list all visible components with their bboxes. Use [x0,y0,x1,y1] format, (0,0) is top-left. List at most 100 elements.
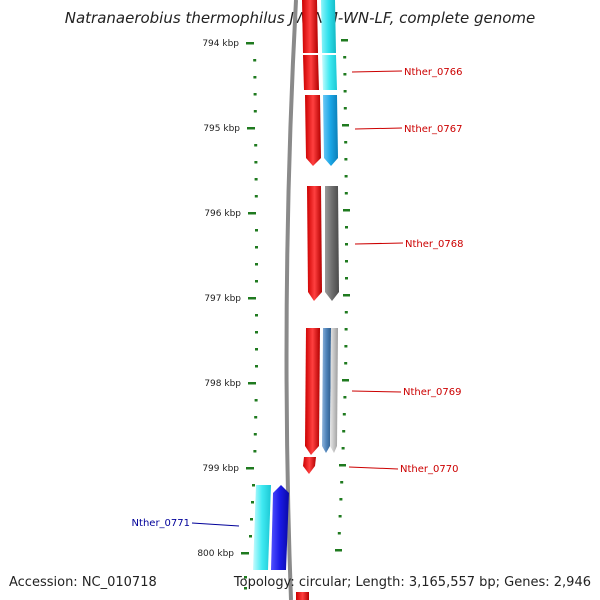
major-tick-left [248,212,256,215]
major-tick-right [342,124,349,127]
topology-summary: Topology: circular; Length: 3,165,557 bp… [233,575,591,590]
gene-label-nther-0766[interactable]: Nther_0766 [404,67,462,78]
gene-leader-line [348,466,399,470]
minor-tick-left [253,110,257,113]
major-tick-left [248,297,256,300]
minor-tick-left [253,433,257,436]
gene-label-nther-0768[interactable]: Nther_0768 [405,239,463,250]
forward-gene-arrow-nther-0768 [307,186,322,301]
major-tick-right [342,379,349,382]
genome-backbone [284,0,298,600]
minor-tick-right [343,396,347,399]
minor-tick-left [253,76,257,79]
minor-tick-left [254,399,258,402]
minor-tick-right [344,192,348,195]
minor-tick-right [345,260,348,263]
gene-leader-line [354,242,404,245]
minor-tick-right [345,243,348,246]
minor-tick-left [254,178,258,181]
gene-label-nther-0771[interactable]: Nther_0771 [132,518,190,529]
cds-nther-0769-partner [330,328,338,453]
minor-tick-left [255,280,258,283]
reverse-gene-nther-0771-product [271,485,289,570]
minor-tick-right [339,498,343,501]
scale-tick-label: 800 kbp [197,549,234,559]
scale-tick-label: 797 kbp [204,294,241,304]
minor-tick-right [337,532,341,535]
scale-tick-label: 795 kbp [203,124,240,134]
minor-tick-right [343,107,347,110]
major-tick-left [247,127,255,130]
major-tick-left [246,42,254,45]
minor-tick-left [253,450,257,453]
forward-gene-arrow-nther-0767 [305,95,321,166]
minor-tick-left [255,314,258,317]
minor-tick-right [344,158,348,161]
minor-tick-right [343,56,347,59]
minor-tick-left [253,93,257,96]
minor-tick-left [255,263,258,266]
major-tick-left [248,382,256,385]
minor-tick-right [344,328,348,331]
scale-tick-label: 794 kbp [202,39,239,49]
forward-gene-arrow-nther-0770 [303,457,316,474]
minor-tick-right [344,175,348,178]
minor-tick-left [255,246,258,249]
map-title: Natranaerobius thermophilus JW/NM-WN-LF,… [64,9,536,27]
gene-label-nther-0769[interactable]: Nther_0769 [403,387,461,398]
reverse-gene-nther-0771 [253,485,271,570]
accession-text: Accession: NC_010718 [9,575,157,590]
minor-tick-right [344,311,348,314]
minor-tick-left [252,484,255,487]
cds-nther-0766 [322,55,337,90]
minor-tick-left [253,59,257,62]
scale-ticks: 794 kbp 795 kbp 796 kbp 797 kbp 798 kbp 799 k… [197,39,350,590]
minor-tick-right [344,345,348,348]
forward-gene-bar-2 [303,55,319,90]
major-tick-right [339,464,346,467]
minor-tick-right [345,277,348,280]
minor-tick-right [342,413,346,416]
minor-tick-left [254,144,258,147]
cds-nther-0766-top [321,0,336,53]
gene-leader-line [351,390,402,393]
gene-labels: Nther_0766 Nther_0767 Nther_0768 Nther_0769… [132,67,464,529]
minor-tick-left [254,416,258,419]
minor-tick-right [344,362,348,365]
scale-tick-label: 799 kbp [202,464,239,474]
minor-tick-left [244,576,247,579]
minor-tick-left [244,587,247,590]
cds-nther-0767 [323,95,338,166]
scale-tick-label: 798 kbp [204,379,241,389]
minor-tick-right [344,141,348,144]
minor-tick-left [251,501,254,504]
cds-nther-0769 [322,328,331,453]
major-tick-left [246,467,254,470]
minor-tick-left [254,161,258,164]
gene-leader-line [191,522,240,527]
minor-tick-right [343,90,347,93]
scale-tick-label: 796 kbp [204,209,241,219]
minor-tick-right [343,73,347,76]
major-tick-right [335,549,342,552]
gene-leader-line [351,70,403,73]
forward-gene-bar-1 [302,0,318,53]
minor-tick-left [255,229,258,232]
minor-tick-right [338,515,342,518]
minor-tick-right [341,447,345,450]
forward-gene-bar-bottom [296,592,309,600]
minor-tick-left [250,518,253,521]
gene-label-nther-0767[interactable]: Nther_0767 [404,124,462,135]
major-tick-right [343,294,350,297]
minor-tick-right [345,226,348,229]
forward-gene-arrow-nther-0769 [305,328,320,455]
major-tick-right [341,39,348,42]
minor-tick-left [249,535,252,538]
gene-leader-line [354,127,403,130]
minor-tick-left [255,348,258,351]
minor-tick-right [342,430,346,433]
cds-nther-0768 [325,186,339,301]
gene-label-nther-0770[interactable]: Nther_0770 [400,464,458,475]
